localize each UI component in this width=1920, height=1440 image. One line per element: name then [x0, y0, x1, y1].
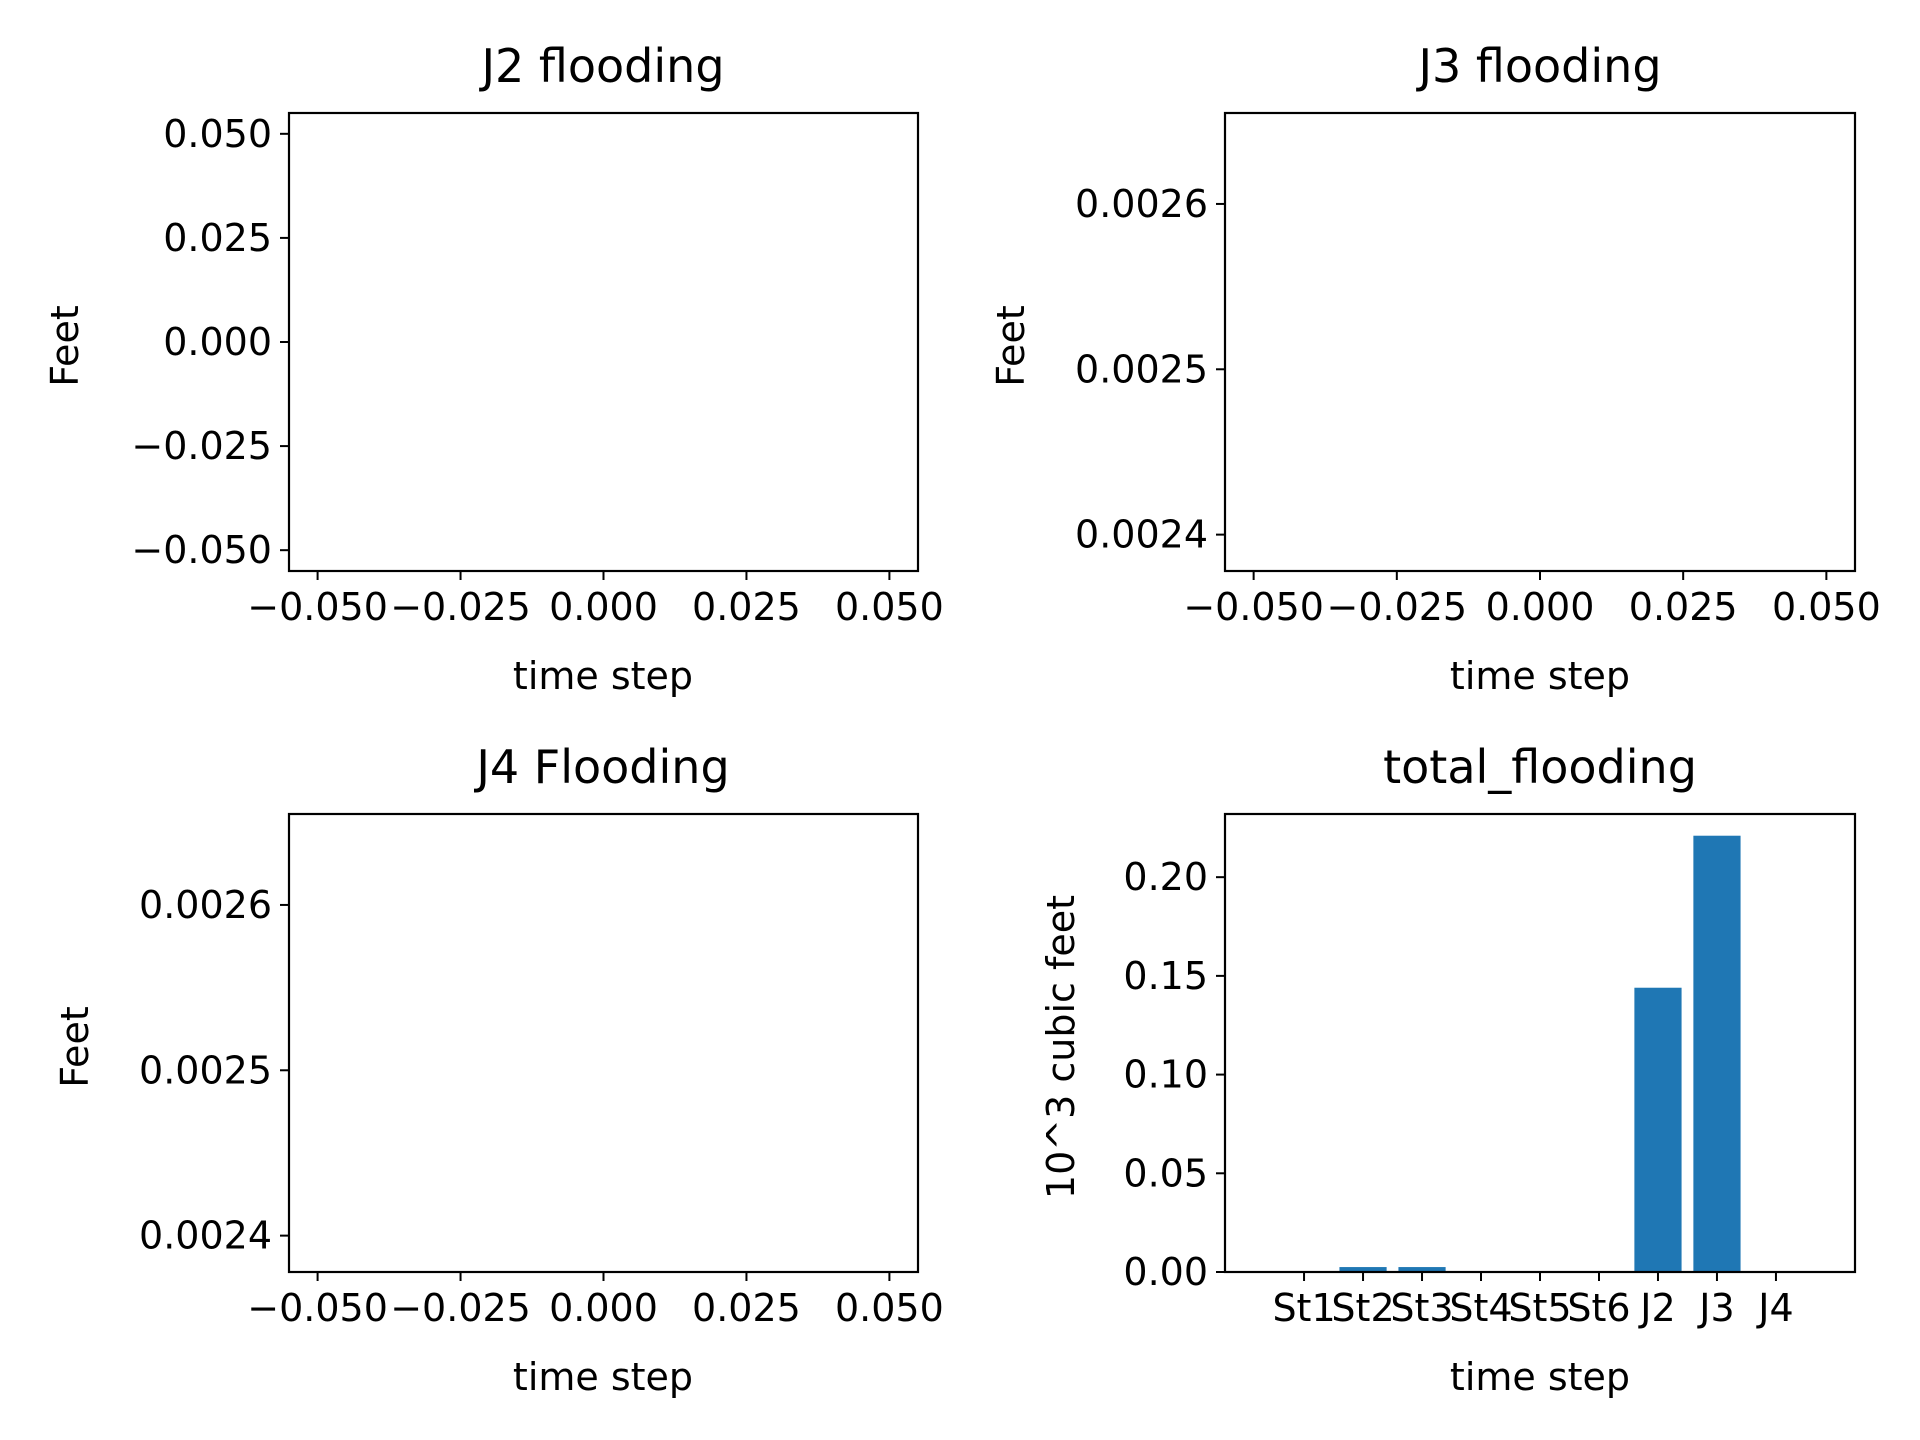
panel-j3-flooding: J3 flooding Feet time step 0.00240.00250…: [989, 39, 1881, 698]
bar: [1339, 1267, 1387, 1272]
x-tick-label: 0.000: [1486, 585, 1595, 629]
x-tick-label: −0.025: [390, 1286, 531, 1330]
x-tick-label: −0.025: [390, 585, 531, 629]
panel-j2-flooding: J2 flooding Feet time step −0.050−0.0250…: [43, 39, 944, 698]
y-tick-label: 0.0026: [139, 883, 272, 927]
x-tick-label: 0.000: [549, 1286, 658, 1330]
y-tick-label: 0.0025: [1075, 347, 1208, 391]
y-tick-label: 0.050: [163, 112, 272, 156]
plot-frame: [1223, 111, 1857, 573]
x-tick-label: St6: [1567, 1286, 1630, 1330]
bar: [1693, 835, 1741, 1272]
x-tick-label: −0.050: [1183, 585, 1324, 629]
x-tick-label: 0.025: [1629, 585, 1738, 629]
bar: [1398, 1267, 1446, 1272]
y-axis-label: Feet: [989, 305, 1033, 386]
y-tick-label: 0.0025: [139, 1048, 272, 1092]
x-tick-label: −0.050: [247, 1286, 388, 1330]
y-tick-label: 0.20: [1123, 855, 1208, 899]
y-tick-label: 0.025: [163, 216, 272, 260]
chart-title: J4 Flooding: [473, 740, 729, 794]
y-tick-label: 0.15: [1123, 954, 1208, 998]
x-tick-label: St5: [1508, 1286, 1571, 1330]
x-tick-label: J4: [1756, 1286, 1793, 1330]
x-tick-label: 0.050: [835, 585, 944, 629]
plot-frame: [287, 111, 920, 573]
x-tick-label: 0.050: [835, 1286, 944, 1330]
y-tick-label: 0.00: [1123, 1250, 1208, 1294]
x-tick-label: 0.050: [1772, 585, 1881, 629]
x-tick-label: −0.025: [1326, 585, 1467, 629]
y-tick-label: 0.0026: [1075, 182, 1208, 226]
x-axis-label: time step: [1450, 654, 1630, 698]
chart-title: total_flooding: [1383, 740, 1697, 794]
panel-total-flooding: total_flooding 10^3 cubic feet time step…: [1039, 740, 1857, 1399]
bar: [1634, 987, 1682, 1272]
x-tick-label: 0.000: [549, 585, 658, 629]
chart-title: J3 flooding: [1415, 39, 1661, 93]
y-axis-label: Feet: [53, 1006, 97, 1087]
plot-area: 0.0024 0.0025 0.0026 −0.050 −0.025 0.000 0.025…: [1075, 111, 1881, 629]
plot-frame: [287, 812, 920, 1274]
x-axis-label: time step: [1450, 1355, 1630, 1399]
y-tick-label: 0.000: [163, 320, 272, 364]
x-tick-label: 0.025: [692, 585, 801, 629]
y-axis-label: 10^3 cubic feet: [1039, 895, 1083, 1199]
x-axis-label: time step: [513, 1355, 693, 1399]
x-tick-label: −0.050: [247, 585, 388, 629]
y-axis-label: Feet: [43, 305, 87, 386]
x-tick-label: J2: [1638, 1286, 1675, 1330]
y-tick-label: 0.0024: [1075, 513, 1208, 557]
x-tick-label: St2: [1331, 1286, 1394, 1330]
y-tick-label: 0.10: [1123, 1053, 1208, 1097]
y-tick-label: 0.05: [1123, 1151, 1208, 1195]
plot-frame: [1223, 812, 1857, 1274]
x-axis-label: time step: [513, 654, 693, 698]
panel-j4-flooding: J4 Flooding Feet time step 0.00240.00250…: [53, 740, 944, 1399]
y-tick-label: 0.0024: [139, 1214, 272, 1258]
chart-title: J2 flooding: [478, 39, 724, 93]
x-tick-label: 0.025: [692, 1286, 801, 1330]
x-tick-label: St1: [1272, 1286, 1335, 1330]
x-tick-label: J3: [1697, 1286, 1734, 1330]
x-tick-label: St4: [1449, 1286, 1512, 1330]
y-tick-label: −0.025: [131, 424, 272, 468]
y-tick-label: −0.050: [131, 528, 272, 572]
plot-area: 0.0024 0.0025 0.0026 −0.050 −0.025 0.000 0.025…: [139, 812, 944, 1330]
x-tick-label: St3: [1390, 1286, 1453, 1330]
